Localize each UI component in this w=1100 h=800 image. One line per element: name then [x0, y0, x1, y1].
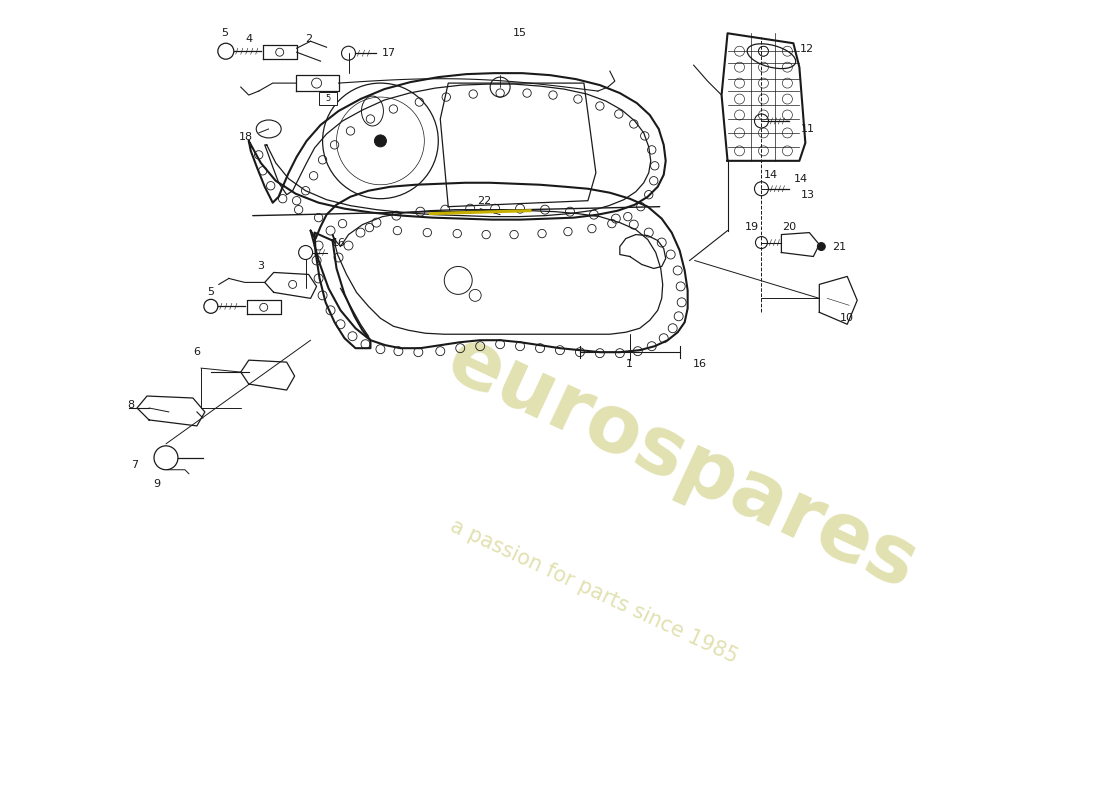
- Text: 22: 22: [477, 196, 492, 206]
- FancyBboxPatch shape: [319, 92, 337, 105]
- Text: 20: 20: [782, 222, 796, 232]
- Text: 5: 5: [324, 94, 330, 103]
- Text: 18: 18: [239, 132, 253, 142]
- Text: 2: 2: [305, 34, 312, 44]
- Text: a passion for parts since 1985: a passion for parts since 1985: [447, 516, 741, 667]
- Text: 12: 12: [801, 44, 814, 54]
- Text: 16: 16: [693, 359, 706, 369]
- Text: 17: 17: [382, 48, 396, 58]
- Text: 10: 10: [840, 314, 855, 323]
- Text: 3: 3: [257, 262, 264, 271]
- Text: 6: 6: [194, 347, 200, 357]
- Text: 5: 5: [221, 28, 229, 38]
- Text: 14: 14: [763, 170, 778, 180]
- Text: 1: 1: [626, 359, 634, 369]
- Text: 7: 7: [132, 460, 139, 470]
- Text: 5: 5: [208, 287, 214, 298]
- Text: 11: 11: [801, 124, 814, 134]
- Text: 21: 21: [833, 242, 846, 251]
- Text: 16: 16: [331, 238, 345, 247]
- Circle shape: [374, 135, 386, 147]
- Text: 15: 15: [513, 28, 527, 38]
- Text: 9: 9: [153, 478, 161, 489]
- Text: eurospares: eurospares: [434, 321, 930, 606]
- Circle shape: [817, 242, 825, 250]
- Text: 4: 4: [245, 34, 252, 44]
- Text: 14: 14: [794, 174, 808, 184]
- Text: 13: 13: [801, 190, 814, 200]
- Text: 8: 8: [128, 400, 134, 410]
- Text: 19: 19: [745, 222, 759, 232]
